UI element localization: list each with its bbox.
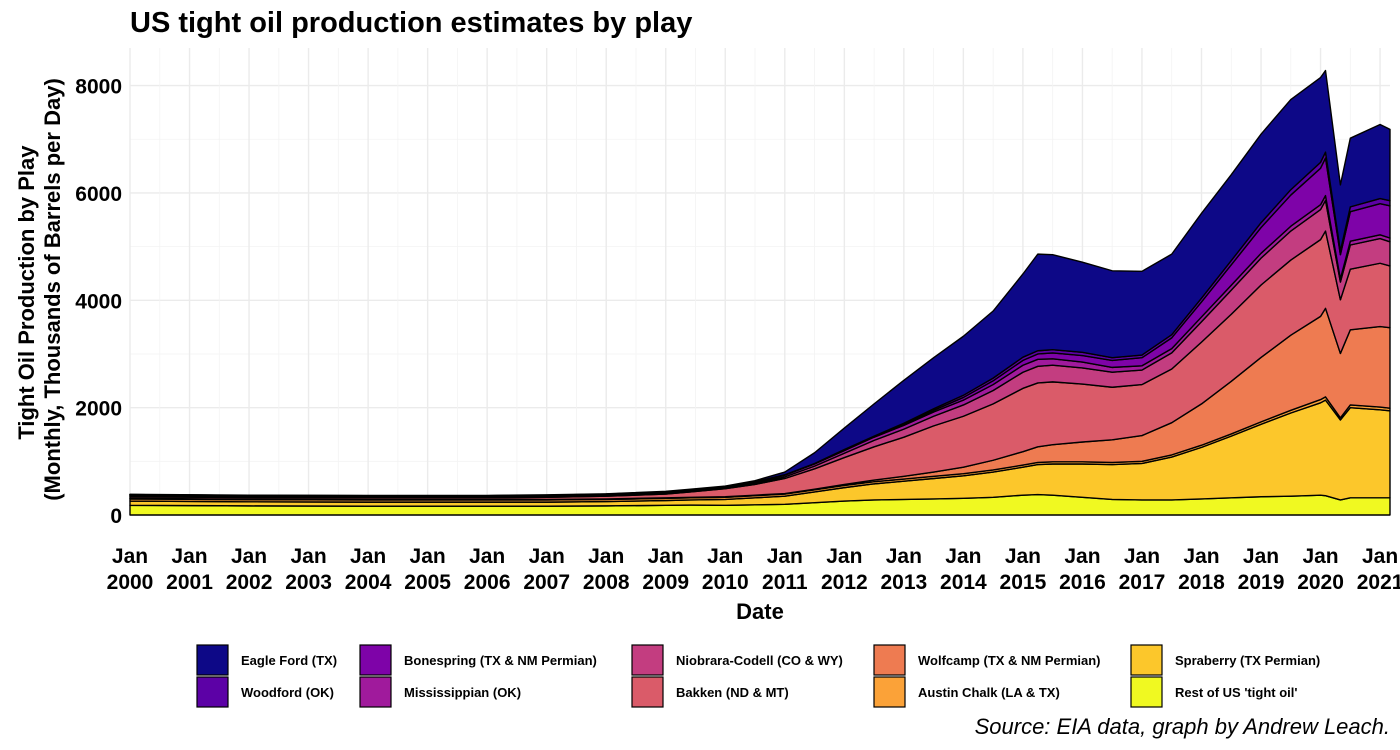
legend-label-wolfcamp-tx-nm-permian: Wolfcamp (TX & NM Permian) <box>918 653 1101 668</box>
x-tick-label-year: 2009 <box>642 571 689 594</box>
area-eagle-ford-tx <box>129 69 1391 497</box>
x-axis-title: Date <box>736 599 784 624</box>
legend-label-austin-chalk-la-tx: Austin Chalk (LA & TX) <box>918 685 1060 700</box>
y-axis-title-line-1: Tight Oil Production by Play <box>14 145 39 440</box>
legend-swatch-rest-of-us-tight-oil <box>1130 676 1163 708</box>
legend-label-mississippian-ok: Mississippian (OK) <box>404 685 521 700</box>
legend: Eagle Ford (TX) Woodford (OK) Bonespring (… <box>196 644 1320 708</box>
y-tick-label: 2000 <box>75 398 122 421</box>
legend-label-woodford-ok: Woodford (OK) <box>241 685 334 700</box>
x-tick-label-month: Jan <box>1064 545 1100 568</box>
x-tick-label-month: Jan <box>945 545 981 568</box>
x-tick-label-year: 2004 <box>345 571 392 594</box>
legend-swatch-wolfcamp-tx-nm-permian <box>873 644 906 676</box>
x-tick-label-year: 2017 <box>1119 571 1166 594</box>
x-tick-label-month: Jan <box>469 545 505 568</box>
x-tick-label-year: 2005 <box>404 571 451 594</box>
x-tick-label-month: Jan <box>1005 545 1041 568</box>
y-tick-label: 4000 <box>75 290 122 313</box>
x-axis-ticks: Jan 2000 Jan 2001 Jan 2002 Jan 2003 Jan 2004 Jan 20… <box>107 545 1400 594</box>
x-tick-label-year: 2015 <box>1000 571 1047 594</box>
x-tick-label-month: Jan <box>826 545 862 568</box>
x-tick-label-year: 2021 <box>1357 571 1400 594</box>
legend-swatch-austin-chalk-la-tx <box>873 676 906 708</box>
legend-swatch-eagle-ford-tx <box>196 644 229 676</box>
x-tick-label-month: Jan <box>707 545 743 568</box>
legend-label-eagle-ford-tx: Eagle Ford (TX) <box>241 653 337 668</box>
legend-swatch-bakken-nd-mt <box>631 676 664 708</box>
legend-swatch-woodford-ok <box>196 676 229 708</box>
legend-label-spraberry-tx-permian: Spraberry (TX Permian) <box>1175 653 1320 668</box>
legend-label-bonespring-tx-nm-permian: Bonespring (TX & NM Permian) <box>404 653 597 668</box>
x-tick-label-month: Jan <box>1362 545 1398 568</box>
x-tick-label-year: 2016 <box>1059 571 1106 594</box>
x-tick-label-year: 2003 <box>285 571 332 594</box>
chart-caption: Source: EIA data, graph by Andrew Leach. <box>975 714 1390 739</box>
x-tick-label-year: 2012 <box>821 571 868 594</box>
legend-swatch-bonespring-tx-nm-permian <box>359 644 392 676</box>
x-tick-label-month: Jan <box>588 545 624 568</box>
legend-swatch-niobrara-codell-co-wy <box>631 644 664 676</box>
x-tick-label-month: Jan <box>1124 545 1160 568</box>
plot-areas <box>129 69 1391 516</box>
x-tick-label-year: 2019 <box>1238 571 1285 594</box>
y-axis-title: Tight Oil Production by Play (Monthly, T… <box>14 78 65 501</box>
x-tick-label-month: Jan <box>648 545 684 568</box>
legend-label-bakken-nd-mt: Bakken (ND & MT) <box>676 685 789 700</box>
x-tick-label-year: 2018 <box>1178 571 1225 594</box>
y-tick-label: 8000 <box>75 76 122 99</box>
legend-swatch-mississippian-ok <box>359 676 392 708</box>
x-tick-label-year: 2014 <box>940 571 987 594</box>
x-tick-label-year: 2020 <box>1297 571 1344 594</box>
x-tick-label-month: Jan <box>1243 545 1279 568</box>
x-tick-label-month: Jan <box>410 545 446 568</box>
x-tick-label-year: 2007 <box>523 571 570 594</box>
y-axis-title-line-2: (Monthly, Thousands of Barrels per Day) <box>40 78 65 501</box>
x-tick-label-year: 2002 <box>226 571 273 594</box>
x-tick-label-year: 2011 <box>762 571 808 594</box>
x-tick-label-month: Jan <box>350 545 386 568</box>
legend-label-niobrara-codell-co-wy: Niobrara-Codell (CO & WY) <box>676 653 843 668</box>
x-tick-label-year: 2008 <box>583 571 630 594</box>
x-tick-label-year: 2001 <box>166 571 213 594</box>
x-tick-label-year: 2013 <box>880 571 927 594</box>
x-tick-label-month: Jan <box>231 545 267 568</box>
chart-title: US tight oil production estimates by pla… <box>130 7 692 39</box>
x-tick-label-month: Jan <box>171 545 207 568</box>
x-tick-label-year: 2010 <box>702 571 749 594</box>
x-tick-label-month: Jan <box>112 545 148 568</box>
x-tick-label-month: Jan <box>290 545 326 568</box>
x-tick-label-month: Jan <box>1183 545 1219 568</box>
legend-swatch-spraberry-tx-permian <box>1130 644 1163 676</box>
x-tick-label-month: Jan <box>886 545 922 568</box>
legend-label-rest-of-us-tight-oil: Rest of US 'tight oil' <box>1175 685 1297 700</box>
x-tick-label-month: Jan <box>1302 545 1338 568</box>
x-tick-label-month: Jan <box>529 545 565 568</box>
x-tick-label-year: 2006 <box>464 571 511 594</box>
x-tick-label-month: Jan <box>767 545 803 568</box>
y-axis-ticks: 0 2000 4000 6000 8000 <box>75 76 122 528</box>
x-tick-label-year: 2000 <box>107 571 154 594</box>
y-tick-label: 6000 <box>75 183 122 206</box>
y-tick-label: 0 <box>110 505 122 528</box>
